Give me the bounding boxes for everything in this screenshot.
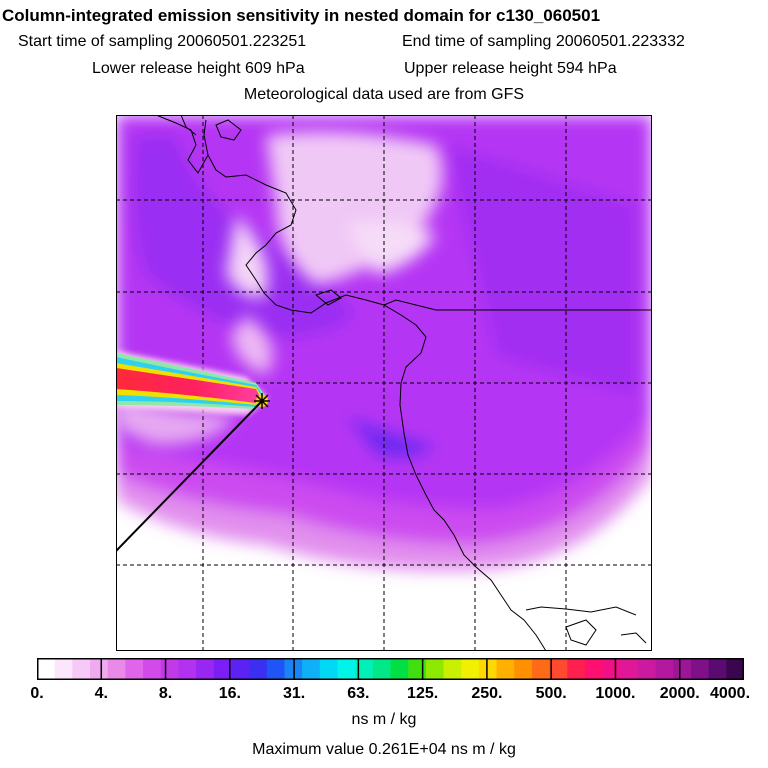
colorbar-segment xyxy=(37,658,56,680)
colorbar-segment xyxy=(178,658,197,680)
colorbar-tick-label: 0. xyxy=(30,685,44,702)
colorbar-segment xyxy=(655,658,674,680)
colorbar-segment xyxy=(443,658,462,680)
colorbar-tick-label: 16. xyxy=(218,685,241,702)
coastlines xyxy=(155,115,652,651)
colorbar-segment xyxy=(408,658,427,680)
colorbar-segment xyxy=(461,658,480,680)
colorbar-segment xyxy=(160,658,179,680)
colorbar-segment xyxy=(54,658,73,680)
colorbar-tick-label: 31. xyxy=(282,685,306,702)
colorbar-tick-label: 63. xyxy=(347,685,370,702)
colorbar-segment xyxy=(531,658,551,680)
plume xyxy=(116,351,268,415)
sensitivity-map xyxy=(116,115,652,651)
colorbar-tick-label: 1000. xyxy=(595,685,636,702)
colorbar-segment xyxy=(496,658,515,680)
colorbar-segment xyxy=(355,658,374,680)
colorbar-segment xyxy=(425,658,445,680)
colorbar-segment xyxy=(514,658,533,680)
colorbar-segment xyxy=(708,658,727,680)
plot-title: Column-integrated emission sensitivity i… xyxy=(2,6,601,25)
colorbar-segment xyxy=(337,658,356,680)
colorbar-segment xyxy=(319,658,338,680)
release-track xyxy=(116,393,270,552)
colorbar xyxy=(37,658,744,680)
colorbar-segment xyxy=(372,658,391,680)
colorbar-segment xyxy=(266,658,285,680)
colorbar-segment xyxy=(567,658,586,680)
colorbar-segment xyxy=(302,658,321,680)
colorbar-segment xyxy=(726,658,744,680)
colorbar-segment xyxy=(231,658,250,680)
colorbar-segment xyxy=(390,658,409,680)
colorbar-segment xyxy=(549,658,568,680)
colorbar-segment xyxy=(72,658,91,680)
end-time: End time of sampling 20060501.223332 xyxy=(402,33,685,50)
colorbar-segment xyxy=(196,658,215,680)
start-time: Start time of sampling 20060501.223251 xyxy=(18,33,307,50)
colorbar-tick-label: 4. xyxy=(94,685,108,702)
colorbar-segment xyxy=(620,658,639,680)
colorbar-segment xyxy=(143,658,162,680)
maximum-value: Maximum value 0.261E+04 ns m / kg xyxy=(252,741,516,758)
colorbar-segment xyxy=(637,658,657,680)
colorbar-segment xyxy=(690,658,710,680)
colorbar-segment xyxy=(602,658,621,680)
colorbar-tick-label: 125. xyxy=(407,685,439,702)
lower-release-height: Lower release height 609 hPa xyxy=(92,60,305,77)
colorbar-segment xyxy=(584,658,604,680)
colorbar-segment xyxy=(478,658,498,680)
colorbar-segment xyxy=(107,658,126,680)
colorbar-tick-label: 250. xyxy=(471,685,503,702)
colorbar-frame xyxy=(37,658,744,680)
colorbar-segment xyxy=(673,658,692,680)
colorbar-tick-label: 4000. xyxy=(709,685,751,702)
map-frame xyxy=(116,115,652,651)
colorbar-segment xyxy=(125,658,144,680)
met-data-note: Meteorological data used are from GFS xyxy=(243,86,525,103)
colorbar-segment xyxy=(249,658,268,680)
colorbar-tick-label: 8. xyxy=(158,685,173,702)
colorbar-tick-label: 500. xyxy=(535,685,567,702)
colorbar-segment xyxy=(90,658,109,680)
colorbar-units: ns m / kg xyxy=(351,711,417,728)
colorbar-segment xyxy=(213,658,232,680)
colorbar-tick-label: 2000. xyxy=(659,685,700,702)
upper-release-height: Upper release height 594 hPa xyxy=(404,60,617,77)
